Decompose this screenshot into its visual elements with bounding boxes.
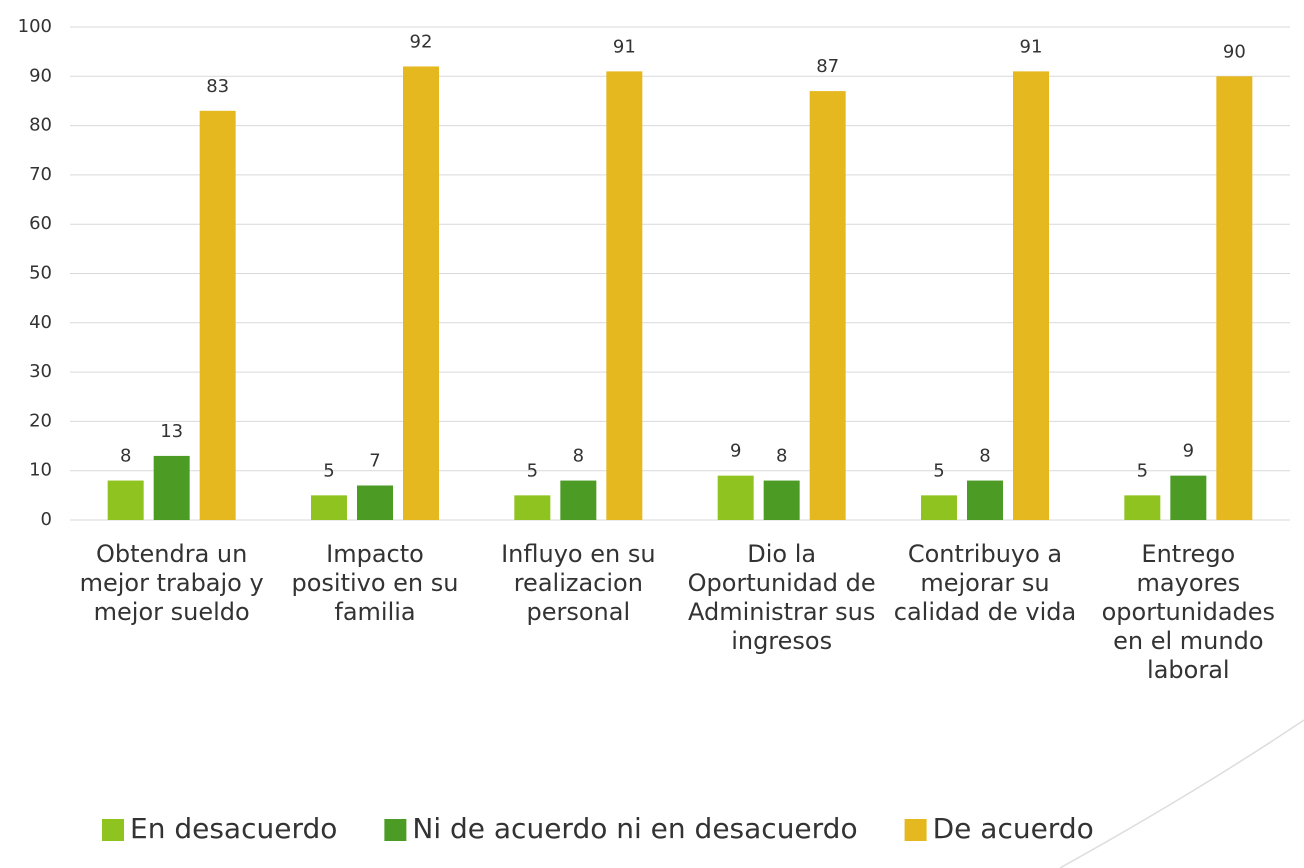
y-tick-label: 20: [29, 410, 52, 431]
x-tick-label: Dio la Oportunidad de Administrar sus in…: [687, 540, 876, 655]
data-label: 5: [323, 460, 334, 481]
data-label: 90: [1223, 41, 1246, 62]
y-tick-label: 60: [29, 213, 52, 234]
bar: [153, 455, 190, 520]
bar: [560, 480, 597, 520]
data-label: 8: [776, 446, 787, 467]
bar: [1170, 475, 1207, 520]
y-tick-label: 70: [29, 164, 52, 185]
bar: [514, 495, 551, 520]
data-label: 92: [410, 31, 433, 52]
data-label: 8: [979, 446, 990, 467]
legend-swatch: [904, 819, 927, 841]
bar: [1124, 495, 1161, 520]
bar: [107, 480, 144, 520]
x-tick-label: Entrego mayores oportunidades en el mund…: [1101, 540, 1276, 684]
data-label: 8: [120, 446, 131, 467]
y-tick-label: 40: [29, 312, 52, 333]
y-tick-label: 0: [41, 509, 52, 530]
bar: [1216, 76, 1253, 521]
data-label: 91: [1020, 36, 1043, 57]
x-tick-label: Obtendra un mejor trabajo y mejor sueldo: [79, 540, 264, 626]
x-tick-label: Contribuyo a mejorar su calidad de vida: [893, 540, 1077, 626]
y-tick-label: 50: [29, 263, 52, 284]
bar: [311, 495, 347, 520]
data-label: 83: [206, 76, 229, 97]
data-label: 5: [527, 460, 538, 481]
y-tick-label: 30: [29, 361, 52, 382]
y-tick-label: 80: [29, 115, 52, 136]
data-label: 9: [1183, 441, 1194, 462]
legend-swatch: [384, 819, 407, 841]
bar: [809, 91, 846, 520]
data-label: 5: [1137, 460, 1148, 481]
bar: [199, 110, 236, 520]
legend-swatch: [102, 819, 124, 841]
bar: [967, 480, 1003, 520]
data-label: 87: [816, 56, 839, 77]
data-label: 5: [933, 460, 944, 481]
decoration: [1059, 719, 1304, 868]
y-tick-label: 100: [18, 16, 52, 37]
data-label: 7: [369, 450, 380, 471]
y-tick-label: 90: [29, 65, 52, 86]
data-label: 9: [730, 441, 741, 462]
bar: [403, 66, 439, 520]
legend-label: En desacuerdo: [130, 812, 337, 845]
bar: [606, 71, 643, 521]
bar: [717, 475, 754, 520]
x-tick-label: Impacto positivo en su familia: [291, 540, 459, 626]
legend-label: Ni de acuerdo ni en desacuerdo: [412, 812, 857, 845]
x-tick-label: Influyo en su realizacion personal: [501, 540, 656, 626]
bar: [1013, 71, 1049, 521]
bar: [921, 495, 957, 520]
legend-label: De acuerdo: [933, 812, 1094, 845]
y-tick-label: 10: [29, 460, 52, 481]
data-label: 91: [613, 36, 636, 57]
bar: [357, 485, 393, 520]
data-label: 13: [160, 421, 183, 442]
data-label: 8: [573, 446, 584, 467]
bar: [763, 480, 800, 520]
